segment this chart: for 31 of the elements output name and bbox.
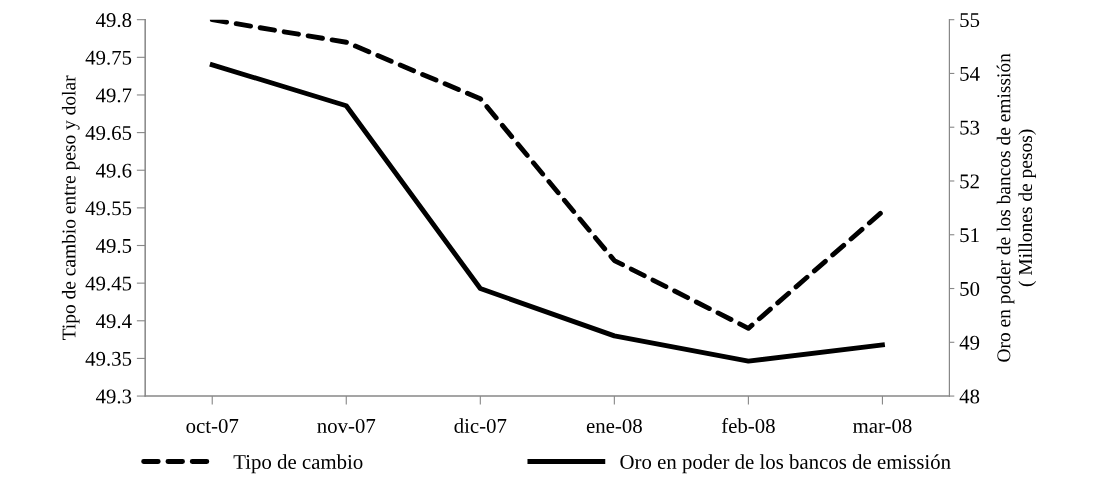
y2-tick-label: 50 <box>960 281 980 296</box>
y-tick-label: 49.6 <box>95 163 132 178</box>
y-tick-label: 49.7 <box>95 88 132 103</box>
line-series <box>209 19 885 331</box>
y-tick-label: 49.55 <box>85 201 132 216</box>
legend-label: Tipo de cambio <box>233 454 363 474</box>
y-axis-title: Tipo de cambio entre peso y dolar <box>61 75 80 341</box>
x-tick-label: ene-08 <box>586 418 642 433</box>
y-tick-label: 49.65 <box>85 126 132 141</box>
x-tick-label: nov-07 <box>317 418 376 433</box>
x-tick-label: oct-07 <box>186 418 239 433</box>
y-tick-label: 49.45 <box>85 276 132 291</box>
y-tick-label: 49.35 <box>85 351 132 366</box>
y-tick-label: 49.3 <box>95 389 132 404</box>
legend-label: Oro en poder de los bancos de emissión <box>620 454 951 474</box>
line-series <box>209 62 885 364</box>
y-tick-label: 49.5 <box>95 238 132 254</box>
y2-tick-label: 51 <box>960 228 979 243</box>
x-tick-label: feb-08 <box>721 418 775 433</box>
y2-tick-label: 54 <box>960 66 980 81</box>
x-tick-label: mar-08 <box>852 418 912 433</box>
y-tick-label: 49.4 <box>95 314 132 329</box>
y2-tick-label: 53 <box>960 120 980 135</box>
y2-tick-label: 48 <box>959 389 980 404</box>
y2-tick-label: 52 <box>960 174 979 189</box>
y2-tick-label: 49 <box>959 335 980 350</box>
y2-tick-label: 55 <box>960 13 980 28</box>
y-tick-label: 49.8 <box>95 13 132 28</box>
y-tick-label: 49.75 <box>85 50 132 65</box>
y2-axis-title: Oro en poder de los bancos de emissión ( Millones de pesos) <box>996 53 1037 362</box>
x-tick-label: dic-07 <box>454 418 507 433</box>
